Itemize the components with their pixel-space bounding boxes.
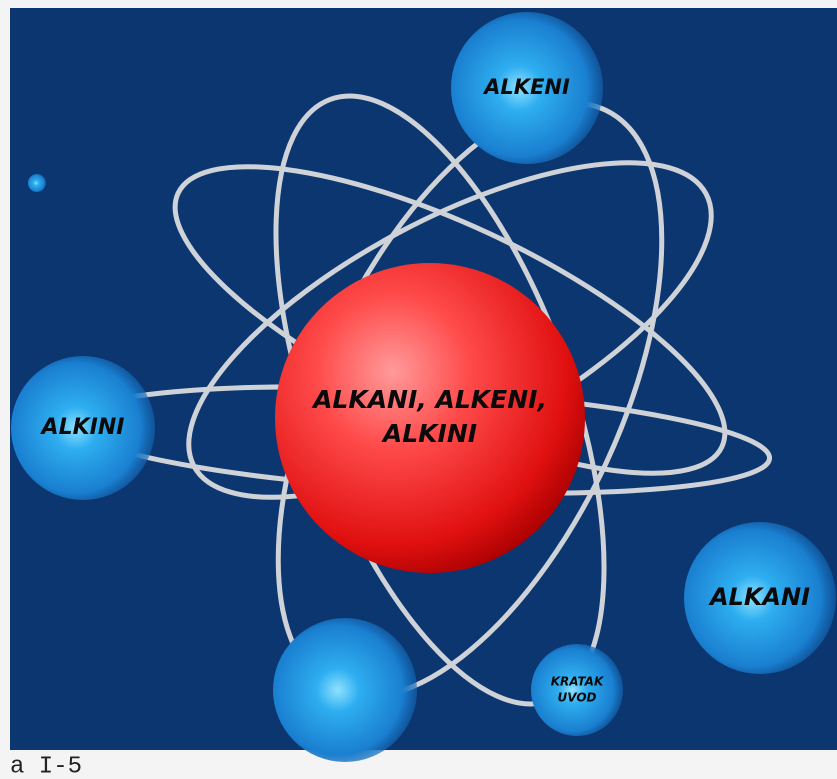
sphere-label[interactable]: ALKINI [40,415,125,440]
slide: ALKANI, ALKENI, ALKINI ALKENI ALKINI ALKANI K… [0,0,837,779]
footer-text: a I-5 [10,753,82,779]
sphere[interactable] [273,618,417,762]
electron[interactable]: ALKINI [11,356,155,500]
sphere-label[interactable]: ALKANI, ALKENI, [311,385,547,414]
electron[interactable]: ALKENI [451,12,603,164]
small-electron [28,174,46,192]
sphere-label[interactable]: UVOD [558,691,597,705]
electron[interactable] [273,618,417,762]
nucleus[interactable]: ALKANI, ALKENI, ALKINI [275,263,585,573]
sphere-label[interactable]: ALKINI [381,419,477,448]
sphere-label[interactable]: KRATAK [551,674,605,688]
sphere-label[interactable]: ALKENI [482,75,570,99]
electron[interactable]: ALKANI [684,522,836,674]
electron[interactable]: KRATAK UVOD [531,644,623,736]
sphere-label[interactable]: ALKANI [708,583,810,611]
